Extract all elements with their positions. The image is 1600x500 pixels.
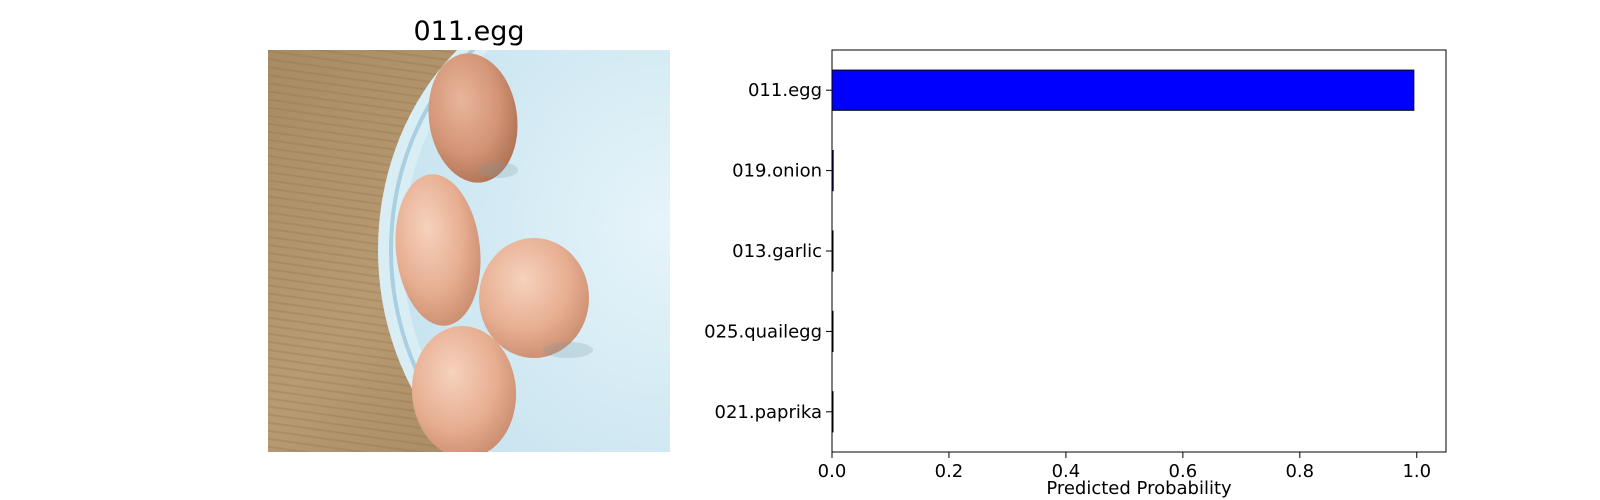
x-axis-label: Predicted Probability [1046,478,1232,499]
y-tick-label: 021.paprika [715,402,823,423]
y-tick-label: 011.egg [748,80,822,101]
x-tick-label: 0.8 [1285,461,1314,482]
y-tick-label: 013.garlic [732,241,822,262]
x-tick-label: 0.6 [1169,461,1198,482]
y-tick-label: 025.quailegg [704,321,822,342]
bar-011-egg [831,69,1415,111]
y-tick-label: 019.onion [732,161,822,182]
x-tick-label: 1.0 [1402,461,1431,482]
plot-area-frame [831,49,1447,453]
x-tick-label: 0.2 [935,461,964,482]
x-tick-label: 0.0 [818,461,847,482]
image-title: 011.egg [413,16,525,47]
x-tick-label: 0.4 [1052,461,1081,482]
egg-photo [268,50,670,452]
